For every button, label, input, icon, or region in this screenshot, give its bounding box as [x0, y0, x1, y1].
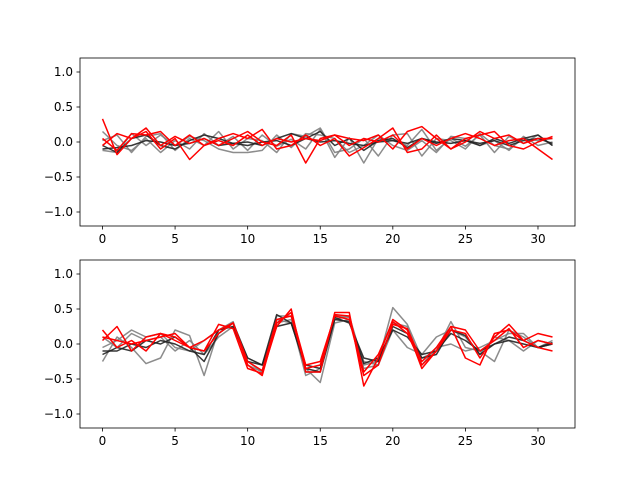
- bottom-y-tick-label: 0.5: [54, 302, 73, 316]
- bottom-x-tick-label: 25: [458, 434, 473, 448]
- bottom-x-tick-label: 15: [313, 434, 328, 448]
- top-x-tick-label: 30: [530, 232, 545, 246]
- bottom-x-tick-label: 5: [171, 434, 179, 448]
- bottom-y-tick-label: −1.0: [44, 407, 73, 421]
- bottom-x-tick-label: 10: [240, 434, 255, 448]
- bottom-series-4-line: [102, 318, 553, 373]
- subplot-top: 0 5 10 15 20 25 30 −1.0 −0.5 0.0 0.5 1.0: [44, 57, 576, 246]
- top-x-tick-label: 5: [171, 232, 179, 246]
- bottom-series-group: [101, 306, 553, 387]
- bottom-x-tick-label: 30: [530, 434, 545, 448]
- bottom-y-tick-label: 0.0: [54, 337, 73, 351]
- top-x-tick-label: 25: [458, 232, 473, 246]
- top-y-tick-label: −1.0: [44, 205, 73, 219]
- top-y-tick-label: 1.0: [54, 65, 73, 79]
- bottom-x-tick-label: 20: [385, 434, 400, 448]
- bottom-y-tick-label: 1.0: [54, 267, 73, 281]
- bottom-y-tick-label: −0.5: [44, 372, 73, 386]
- top-series-5-line: [101, 118, 553, 164]
- top-y-tick-label: 0.5: [54, 100, 73, 114]
- top-x-tick-label: 20: [385, 232, 400, 246]
- bottom-series-7-line: [102, 313, 553, 373]
- top-x-tick-label: 15: [313, 232, 328, 246]
- subplot-bottom: 0 5 10 15 20 25 30 −1.0 −0.5 0.0 0.5 1.0: [44, 259, 576, 448]
- top-y-tick-label: 0.0: [54, 135, 73, 149]
- top-x-tick-label: 0: [99, 232, 107, 246]
- top-y-tick-label: −0.5: [44, 170, 73, 184]
- top-x-tick-label: 10: [240, 232, 255, 246]
- bottom-x-tick-label: 0: [99, 434, 107, 448]
- top-series-group: [101, 118, 553, 164]
- top-series-7-line: [102, 125, 553, 161]
- top-series-6-line: [102, 127, 553, 157]
